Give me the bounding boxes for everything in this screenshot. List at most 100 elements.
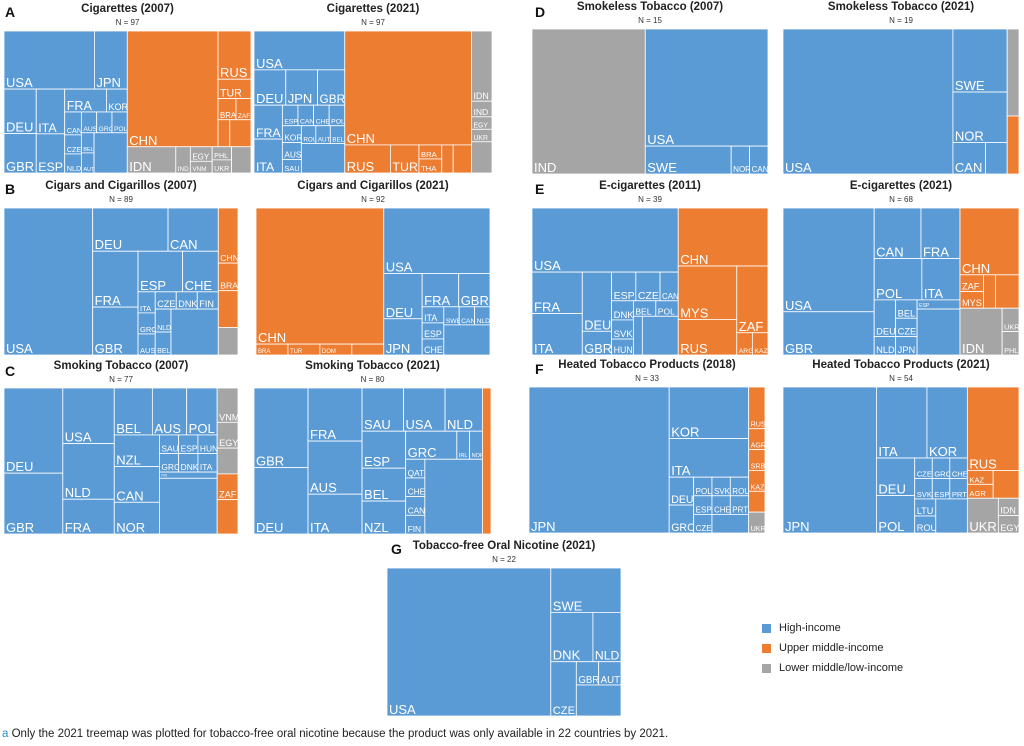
tile-label: IDN — [129, 159, 151, 173]
tile-label: GRC — [140, 325, 157, 334]
tile-label: CHE — [424, 345, 443, 355]
tile-label: DEU — [95, 237, 122, 252]
tile-label: BEL — [157, 348, 170, 355]
tile-label: FRA — [923, 245, 949, 260]
treemap-cigars-and-cigarillos-2007: USA DEU CAN FRA GBR ESP CHE ITA GRC AUS CZE DNK FIN N… — [4, 208, 238, 355]
tile-label: POL — [696, 487, 713, 496]
treemap-svg: JPN KOR ITA DEU GRC POL SVK ROU ESP CZE CHE PRT RUS A… — [529, 387, 765, 533]
legend-item-high: High-income — [762, 618, 903, 638]
chart-title: E-cigarettes (2011) — [599, 180, 701, 192]
tile-label: JPN — [898, 345, 916, 355]
tile-label: KAZ — [754, 348, 767, 355]
tile-label: SWE — [446, 318, 462, 325]
tile-label: IDN — [473, 91, 488, 101]
tile-label: USA — [785, 298, 812, 313]
tile-label: THA — [421, 164, 437, 173]
tile-label: NZL — [116, 453, 141, 468]
tile-label: EGY — [1000, 523, 1019, 533]
tile-label: SWE — [955, 78, 985, 93]
tile-label: DEU — [584, 317, 611, 332]
tile-label: RUS — [347, 159, 375, 173]
tile-label: SRB — [751, 462, 765, 470]
tile-gbr — [92, 306, 139, 355]
tile-label: DNK — [181, 462, 199, 472]
tile-swe — [550, 568, 621, 613]
tile-other — [300, 143, 346, 173]
tile-label: NOR — [472, 453, 484, 459]
tile-label: FRA — [95, 293, 121, 308]
tile-label: JPN — [96, 75, 121, 90]
tile-other — [93, 132, 128, 173]
tile-other — [158, 477, 218, 534]
tile-label: FIN — [408, 524, 421, 534]
tile-label: SVK — [714, 487, 731, 496]
footnote-marker: a — [2, 728, 9, 740]
tile-label: DEU — [256, 91, 283, 106]
tile-label: AUS — [310, 480, 337, 495]
tile-label: SAU — [161, 444, 178, 454]
tile-other — [935, 498, 968, 533]
tile-label: ESP — [919, 303, 930, 309]
chart-title: Cigars and Cigarillos (2021) — [297, 180, 449, 192]
tile-other — [424, 458, 483, 534]
treemap-cigars-and-cigarillos-2021: CHN BRA TUR DOM USA DEU JPN FRA GBR ITA ESP CHE SWE C… — [256, 208, 490, 355]
tile-label: AUT — [601, 675, 620, 686]
tile-label: POL — [658, 306, 675, 316]
tile-label: AGR — [969, 489, 986, 498]
chart-n-label: N = 15 — [638, 16, 662, 25]
tile-label: CHN — [962, 261, 990, 276]
tile-label: ITA — [534, 341, 554, 355]
panel-letter-e: E — [535, 181, 545, 197]
tile-other — [711, 513, 750, 533]
tile-ita — [876, 387, 928, 459]
tile-label: GBR — [584, 341, 612, 355]
tile-label: CHE — [316, 119, 331, 126]
tile-label: QAT — [408, 468, 424, 478]
legend-item-upper: Upper middle-income — [762, 638, 903, 658]
tile-nld — [62, 443, 115, 500]
tile-usa — [644, 29, 768, 147]
tile-label: JPN — [531, 519, 556, 533]
tile-ukr — [966, 497, 999, 533]
tile-label: NZL — [364, 520, 389, 534]
tile-label: UKR — [473, 135, 488, 142]
tile-label: UKR — [969, 519, 996, 533]
chart-n-label: N = 77 — [109, 375, 133, 384]
chart-title: Tobacco-free Oral Nicotine (2021) — [412, 540, 596, 552]
tile-chn — [959, 208, 1019, 276]
tile-label: ESP — [181, 444, 198, 454]
tile-label: TUR — [290, 349, 303, 355]
treemap-svg: USA DEU CAN FRA GBR ESP CHE ITA GRC AUS CZE DNK FIN N… — [4, 208, 238, 355]
tile-other — [170, 308, 219, 355]
tile-label: KOR — [284, 133, 302, 143]
tile-jpn — [529, 387, 670, 533]
tile-nor — [952, 91, 1008, 143]
tile-fra — [421, 273, 460, 308]
tile-label: IDN — [1000, 506, 1016, 516]
tile-label: CHE — [952, 469, 968, 478]
tile-label: CAN — [662, 292, 679, 301]
tile-label: USA — [406, 417, 433, 432]
tile-label: DEU — [6, 120, 33, 135]
footnote-text: Only the 2021 treemap was plotted for to… — [8, 728, 669, 740]
tile-label: GRC — [671, 522, 695, 533]
tile-nzl — [361, 500, 407, 534]
tile-label: CAN — [408, 505, 426, 515]
treemap-cigarettes-2021: USA DEU JPN GBR FRA ITA ESP CAN CHE POL KOR AUS SAU R… — [254, 31, 492, 173]
tile-label: IND — [178, 166, 189, 173]
tile-label: DEU — [256, 520, 283, 534]
tile-label: CAN — [876, 245, 903, 260]
tile-label: USA — [6, 75, 33, 90]
tile-label: ZAF — [238, 113, 250, 120]
tile-label: CZE — [553, 705, 575, 716]
tile-label: GBR — [320, 92, 346, 106]
tile-label: ITA — [256, 160, 275, 173]
tile-label: CAN — [116, 488, 143, 503]
tile-label: CHN — [220, 253, 238, 263]
tile-label: NOR — [116, 520, 145, 534]
tile-label: KOR — [108, 102, 128, 112]
tile-label: ESP — [934, 490, 949, 499]
tile-mex — [217, 119, 231, 148]
treemap-svg: USA DEU JPN GBR FRA ITA ESP CAN CHE POL KOR AUS SAU R… — [254, 31, 492, 173]
tile-label: ESP — [614, 290, 635, 302]
